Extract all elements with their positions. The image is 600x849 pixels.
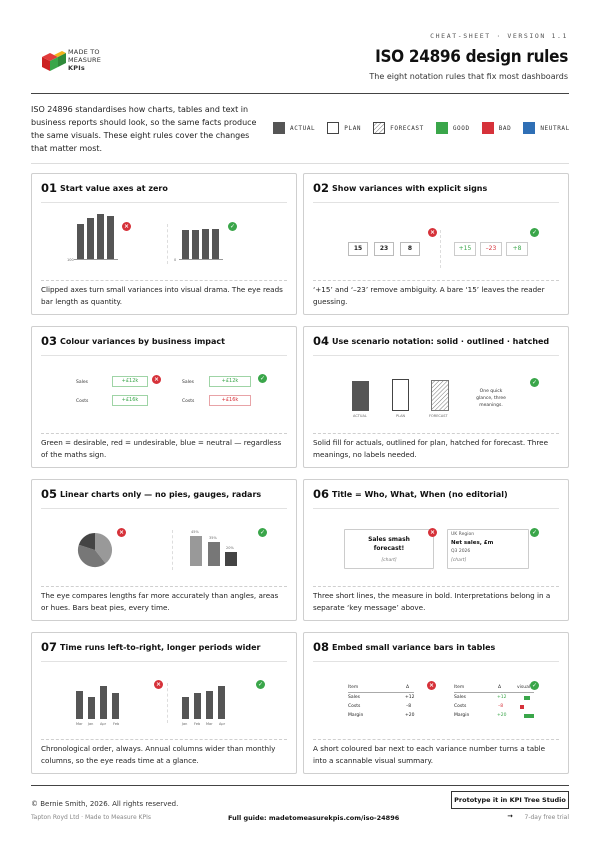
visual-linear-charts: × 45% 35% 20% ✓: [32, 510, 298, 586]
rule-card-01: 01 Start value axes at zero 100 × 0 ✓ Cl…: [31, 173, 297, 315]
card-number: 06: [313, 487, 330, 501]
rule-card-04: 04 Use scenario notation: solid · outlin…: [303, 326, 569, 468]
card-title: Show variances with explicit signs: [332, 184, 488, 193]
card-title: Use scenario notation: solid · outlined …: [332, 337, 550, 346]
card-number: 03: [41, 334, 58, 348]
card-description: Green = desirable, red = undesirable, bl…: [41, 438, 282, 459]
good-icon: ✓: [258, 528, 267, 537]
legend: ACTUAL PLAN FORECAST GOOD BAD NEUTRAL: [273, 122, 582, 134]
intro-divider: [31, 163, 569, 164]
bad-icon: ×: [117, 528, 126, 537]
guide-link[interactable]: Full guide: madetomeasurekpis.com/iso-24…: [228, 814, 400, 822]
pie-chart: [77, 532, 113, 568]
legend-bad: BAD: [481, 122, 512, 134]
card-title: Title = Who, What, When (no editorial): [332, 490, 508, 499]
intro-text: ISO 24896 standardises how charts, table…: [31, 105, 257, 153]
good-icon: ✓: [258, 374, 267, 383]
rule-card-03: 03 Colour variances by business impact S…: [31, 326, 297, 468]
page-title: ISO 24896 design rules: [375, 47, 568, 67]
card-title: Linear charts only — no pies, gauges, ra…: [60, 490, 262, 499]
card-description: Clipped axes turn small variances into v…: [41, 285, 283, 306]
card-description: A short coloured bar next to each varian…: [313, 744, 546, 765]
legend-good: GOOD: [435, 122, 470, 134]
rule-card-06: 06 Title = Who, What, When (no editorial…: [303, 479, 569, 621]
logo-cube-icon: [42, 51, 66, 71]
legend-neutral: NEUTRAL: [523, 122, 570, 134]
rule-card-08: 08 Embed small variance bars in tables I…: [303, 632, 569, 774]
copyright: © Bernie Smith, 2026. All rights reserve…: [31, 800, 179, 808]
visual-table-variance: Item Δ Sales +12 Costs –8 Margin +20 × I…: [348, 681, 539, 718]
card-title: Start value axes at zero: [60, 184, 168, 193]
card-number: 02: [313, 181, 330, 195]
company-name: Tapton Royd Ltd · Made to Measure KPIs: [31, 814, 151, 821]
page-subtitle: The eight notation rules that fix most d…: [369, 72, 568, 81]
legend-forecast: FORECAST: [373, 122, 424, 134]
good-icon: ✓: [530, 228, 539, 237]
visual-time-order: Mar Jan Apr Feb × Jan Feb Mar Apr ✓: [76, 680, 265, 726]
good-icon: ✓: [530, 528, 539, 537]
card-number: 05: [41, 487, 58, 501]
visual-axes-zero: 100 × 0 ✓: [32, 204, 298, 280]
eyebrow: CHEAT-SHEET · VERSION 1.1: [430, 32, 568, 40]
bad-icon: ×: [154, 680, 163, 689]
card-description: Chronological order, always. Annual colu…: [41, 744, 276, 765]
visual-scenario-notation: ACTUAL PLAN FORECAST One quick glance, t…: [352, 378, 539, 418]
legend-plan: PLAN: [327, 122, 361, 134]
good-icon: ✓: [530, 378, 539, 387]
bad-icon: ×: [152, 375, 161, 384]
prototype-button[interactable]: Prototype it in KPI Tree Studio →: [451, 791, 569, 820]
card-number: 01: [41, 181, 58, 195]
bad-icon: ×: [427, 681, 436, 690]
header-divider: [31, 93, 569, 94]
card-number: 04: [313, 334, 330, 348]
footer-divider: [31, 785, 569, 786]
card-number: 07: [41, 640, 58, 654]
good-icon: ✓: [530, 681, 539, 690]
card-description: The eye compares lengths far more accura…: [41, 591, 279, 612]
rule-card-07: 07 Time runs left-to-right, longer perio…: [31, 632, 297, 774]
visual-impact-colours: Sales +£12k Costs +£16k × Sales +£12k Co…: [76, 374, 267, 406]
card-title: Colour variances by business impact: [60, 337, 225, 346]
bad-icon: ×: [428, 528, 437, 537]
trial-note: 7-day free trial: [524, 814, 570, 821]
rule-card-02: 02 Show variances with explicit signs 15…: [303, 173, 569, 315]
bad-icon: ×: [122, 222, 131, 231]
good-icon: ✓: [256, 680, 265, 689]
logo-text: MADE TO MEASURE KPIs: [68, 48, 102, 72]
card-description: ‘+15’ and ‘–23’ remove ambiguity. A bare…: [313, 285, 545, 306]
card-description: Solid fill for actuals, outlined for pla…: [313, 438, 549, 459]
visual-title-rules: Sales smash forecast! [chart] × UK Region…: [304, 510, 570, 586]
good-icon: ✓: [228, 222, 237, 231]
visual-explicit-signs: 15 23 8 × +15 –23 +8 ✓: [304, 204, 570, 280]
card-title: Embed small variance bars in tables: [332, 643, 496, 652]
bad-icon: ×: [428, 228, 437, 237]
rule-card-05: 05 Linear charts only — no pies, gauges,…: [31, 479, 297, 621]
card-description: Three short lines, the measure in bold. …: [313, 591, 551, 612]
card-title: Time runs left-to-right, longer periods …: [60, 643, 261, 652]
legend-actual: ACTUAL: [273, 122, 315, 134]
card-number: 08: [313, 640, 330, 654]
